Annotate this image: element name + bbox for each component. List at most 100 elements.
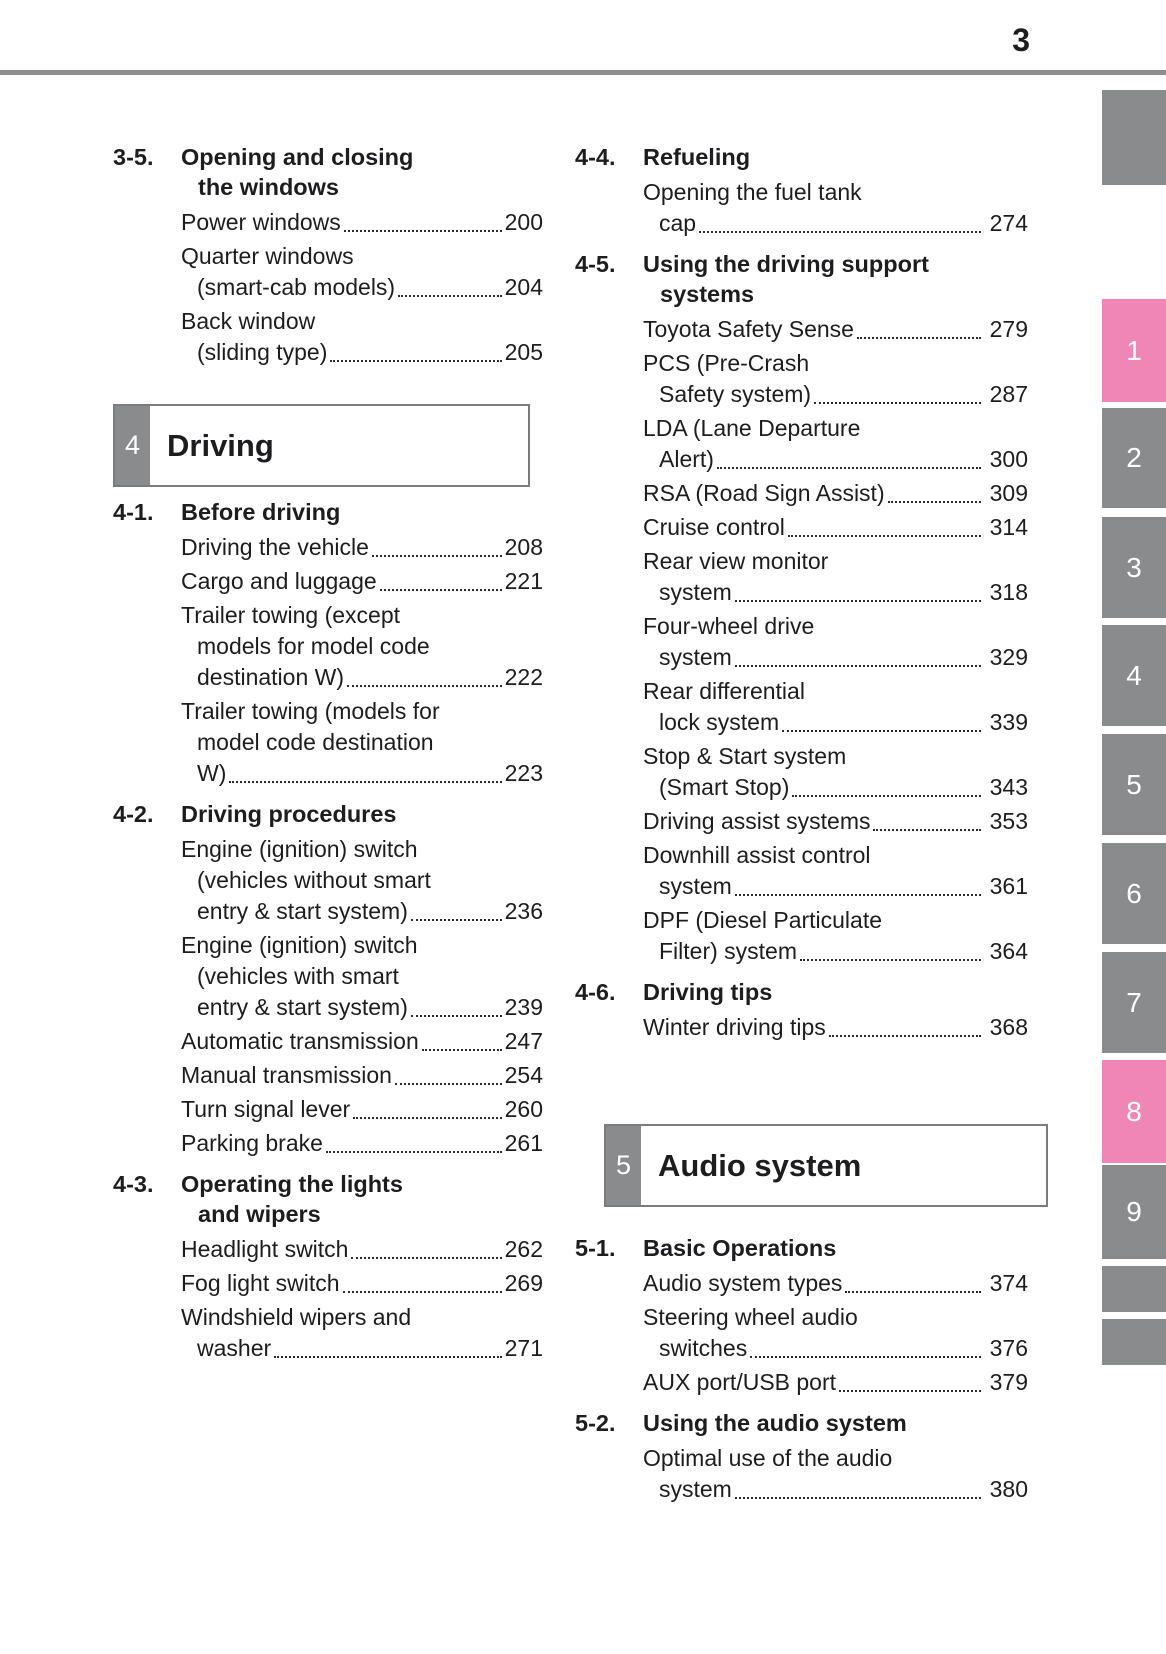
toc-item-line: Engine (ignition) switch	[181, 932, 418, 958]
toc-item-line: Engine (ignition) switch	[181, 836, 418, 862]
toc-item: Parking brake 261	[113, 1128, 543, 1159]
dot-leader	[351, 1257, 502, 1259]
toc-item-label: Alert)	[659, 446, 714, 472]
dot-leader	[716, 467, 981, 469]
toc-item-label: Fog light switch	[181, 1270, 340, 1296]
toc-item: Trailer towing (except models for model c…	[113, 600, 543, 693]
toc-item: Manual transmission 254	[113, 1060, 543, 1091]
page-ref: 279	[989, 316, 1028, 342]
section-number: 5-1.	[575, 1235, 616, 1261]
section-heading: 4-4. Refueling	[575, 142, 1028, 172]
toc-item: Rear view monitor system 318	[575, 546, 1028, 608]
section-number: 4-5.	[575, 251, 616, 277]
section-number: 4-4.	[575, 144, 616, 170]
toc-item-line: Opening the fuel tank	[643, 179, 862, 205]
section-heading: 4-5. Using the driving support systems	[575, 249, 1028, 309]
toc-item-label: entry & start system)	[197, 898, 408, 924]
toc-item-line: Alert) 300	[575, 444, 1028, 475]
section-title: Using the driving support systems	[643, 249, 1028, 309]
toc-item: Audio system types 374	[575, 1268, 1028, 1299]
toc-item-line: Power windows 200	[113, 207, 543, 238]
page-ref: 236	[504, 898, 543, 924]
dot-leader	[782, 730, 981, 732]
section-number: 4-6.	[575, 979, 616, 1005]
toc-item-line: Turn signal lever 260	[113, 1094, 543, 1125]
toc-section: 5-2. Using the audio system Optimal use of…	[575, 1408, 1028, 1505]
dot-leader	[342, 1291, 502, 1293]
side-tab-blank	[1102, 90, 1166, 185]
page-ref: 261	[504, 1130, 543, 1156]
toc-item: Rear differential lock system 339	[575, 676, 1028, 738]
dot-leader	[410, 919, 502, 921]
toc-item: Headlight switch 262	[113, 1234, 543, 1265]
dot-leader	[699, 231, 981, 233]
section-items: Driving the vehicle 208 Cargo and luggage 2…	[113, 532, 543, 789]
toc-item-label: Winter driving tips	[643, 1014, 826, 1040]
toc-section: 4-5. Using the driving support systems Toyo…	[575, 249, 1028, 967]
toc-item-line: Automatic transmission 247	[113, 1026, 543, 1057]
toc-item-line: Winter driving tips 368	[575, 1012, 1028, 1043]
toc-item: Optimal use of the audio system 380	[575, 1443, 1028, 1505]
toc-item-line: lock system 339	[575, 707, 1028, 738]
toc-section: 4-2. Driving procedures Engine (ignition) …	[113, 799, 543, 1159]
page-ref: 376	[989, 1335, 1028, 1361]
toc-item-line: Cruise control 314	[575, 512, 1028, 543]
toc-item: Automatic transmission 247	[113, 1026, 543, 1057]
page-ref: 269	[504, 1270, 543, 1296]
page-ref: 204	[504, 274, 543, 300]
toc-item-line: AUX port/USB port 379	[575, 1367, 1028, 1398]
side-tab-1: 1	[1102, 299, 1166, 402]
toc-item-line: RSA (Road Sign Assist) 309	[575, 478, 1028, 509]
toc-item: Toyota Safety Sense 279	[575, 314, 1028, 345]
toc-item-line: Quarter windows	[181, 243, 354, 269]
side-tab-2: 2	[1102, 408, 1166, 508]
toc-item-line: (smart-cab models) 204	[113, 272, 543, 303]
page-ref: 364	[989, 938, 1028, 964]
dot-leader	[828, 1035, 981, 1037]
toc-section: 4-3. Operating the lights and wipers Headli…	[113, 1169, 543, 1364]
toc-item: Cruise control 314	[575, 512, 1028, 543]
toc-item-label: Driving assist systems	[643, 808, 871, 834]
page-ref: 339	[989, 709, 1028, 735]
dot-leader	[792, 795, 981, 797]
side-tab-label: 2	[1126, 442, 1142, 473]
page-ref: 300	[989, 446, 1028, 472]
section-title: Before driving	[181, 497, 543, 527]
toc-item-label: Automatic transmission	[181, 1028, 419, 1054]
dot-leader	[734, 600, 981, 602]
side-tab-label: 4	[1126, 659, 1142, 691]
page-number: 3	[1012, 22, 1030, 58]
toc-item-line: model code destination	[197, 729, 434, 755]
dot-leader	[734, 1497, 981, 1499]
toc-item: Steering wheel audio switches 376	[575, 1302, 1028, 1364]
page-ref: 205	[504, 339, 543, 365]
page-ref: 368	[989, 1014, 1028, 1040]
page-ref: 379	[989, 1369, 1028, 1395]
side-tab-label: 8	[1126, 1095, 1142, 1127]
dot-leader	[839, 1390, 981, 1392]
page-ref: 353	[989, 808, 1028, 834]
section-title-line: Refueling	[643, 144, 751, 170]
page-ref: 222	[504, 664, 543, 690]
toc-item-line: (vehicles with smart	[197, 963, 399, 989]
toc-item-line: Trailer towing (except	[181, 602, 401, 628]
dot-leader	[330, 360, 502, 362]
toc-item-label: Driving the vehicle	[181, 534, 369, 560]
section-heading: 5-2. Using the audio system	[575, 1408, 1028, 1438]
toc-item-line: Toyota Safety Sense 279	[575, 314, 1028, 345]
toc-item: DPF (Diesel Particulate Filter) system 364	[575, 905, 1028, 967]
side-tab-label: 5	[1126, 768, 1142, 800]
toc-item-label: (sliding type)	[197, 339, 328, 365]
side-tab-label: 3	[1126, 551, 1142, 583]
toc-item: PCS (Pre-Crash Safety system) 287	[575, 348, 1028, 410]
toc-item: Winter driving tips 368	[575, 1012, 1028, 1043]
page-ref: 221	[504, 568, 543, 594]
section-items: Audio system types 374 Steering wheel audi…	[575, 1268, 1028, 1398]
toc-item: Turn signal lever 260	[113, 1094, 543, 1125]
section-heading: 5-1. Basic Operations	[575, 1233, 1028, 1263]
toc-item: Trailer towing (models for model code des…	[113, 696, 543, 789]
dot-leader	[325, 1151, 502, 1153]
dot-leader	[394, 1083, 502, 1085]
dot-leader	[353, 1117, 502, 1119]
toc-item-label: Parking brake	[181, 1130, 323, 1156]
